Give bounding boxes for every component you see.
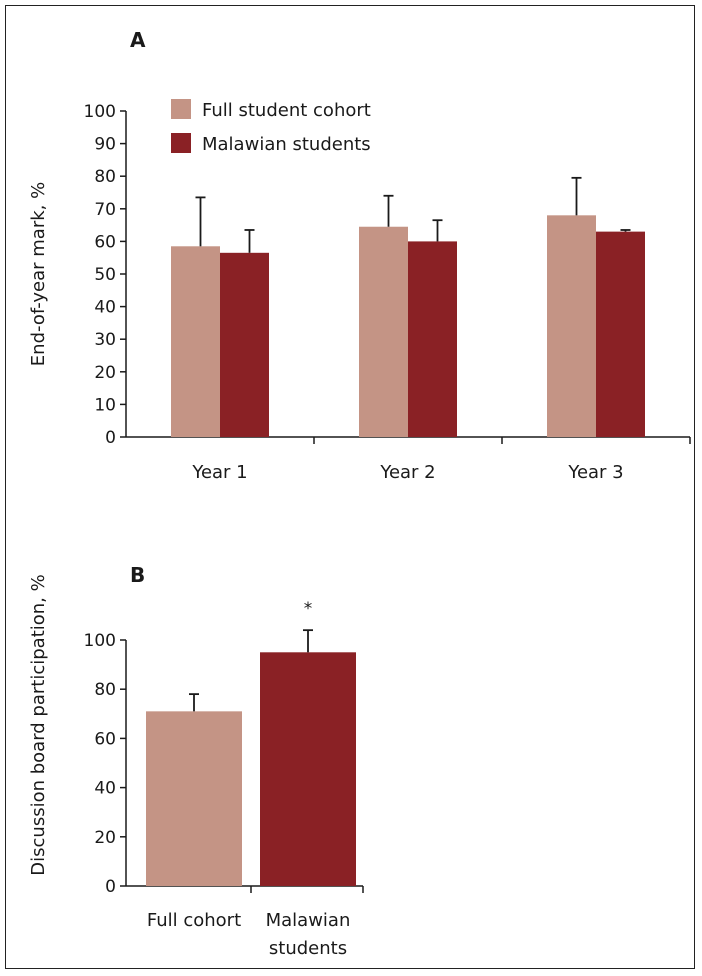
panel-b-letter: B [130,563,145,587]
panel-b-bars [146,652,356,886]
y-tick-label: 0 [105,428,116,448]
y-tick-label: 20 [94,828,116,848]
panel-b-error-bars [189,629,313,712]
legend-label-malawian: Malawian students [202,134,371,155]
x-category-label: Year 3 [567,462,623,483]
x-category-label: Full cohort [147,910,241,931]
panel-a-letter: A [130,28,146,52]
y-tick-label: 20 [94,363,116,383]
bar-malawian [260,652,356,886]
bar-malawian-2 [408,241,457,437]
y-tick-label: 100 [84,631,116,651]
x-category-label: Year 2 [379,462,435,483]
y-tick-label: 10 [94,395,116,415]
x-category-label: Year 1 [191,462,247,483]
bar-full-cohort-1 [171,246,220,437]
y-tick-label: 70 [94,200,116,220]
y-tick-label: 40 [94,779,116,799]
y-tick-label: 0 [105,877,116,897]
bar-full-cohort [146,711,242,886]
y-tick-label: 60 [94,232,116,252]
bar-malawian-1 [220,252,269,437]
x-category-label: Malawian students [266,910,351,959]
y-tick-label: 60 [94,729,116,749]
y-tick-label: 30 [94,330,116,350]
panel-b-y-axis-title: Discussion board participation, % [28,574,49,875]
panel-a-tick-labels: 0 10 20 30 40 50 60 70 80 90 100 [84,102,116,448]
y-tick-label: 40 [94,298,116,318]
x-category-label-line: students [269,938,347,959]
bar-full-cohort-3 [547,215,596,437]
legend-swatch-full-cohort [171,99,191,119]
panel-a-error-bars [195,176,631,253]
significance-asterisk: * [304,599,313,619]
legend-swatch-malawian [171,133,191,153]
panel-a-y-axis-title: End-of-year mark, % [28,182,49,366]
figure-frame [5,5,695,969]
panel-b-tick-labels: 0 20 40 60 80 100 [84,631,116,897]
y-tick-label: 100 [84,102,116,122]
panel-a-bars [171,215,645,437]
legend-label-full-cohort: Full student cohort [202,100,371,121]
panel-b-category-labels: Full cohort Malawian students [147,910,351,959]
panel-a: A End-of-year mark, % 0 10 20 30 40 50 60 70 80 9… [28,28,691,483]
y-tick-label: 80 [94,680,116,700]
panel-b: B Discussion board participation, % 0 20 4… [28,563,364,959]
panel-b-annotations: * [304,599,313,619]
y-tick-label: 90 [94,135,116,155]
y-tick-label: 80 [94,167,116,187]
bar-full-cohort-2 [359,226,408,437]
y-tick-label: 50 [94,265,116,285]
panel-a-legend: Full student cohort Malawian students [171,99,371,155]
panel-a-category-labels: Year 1 Year 2 Year 3 [191,462,623,483]
bar-malawian-3 [596,231,645,437]
x-category-label-line: Malawian [266,910,351,931]
